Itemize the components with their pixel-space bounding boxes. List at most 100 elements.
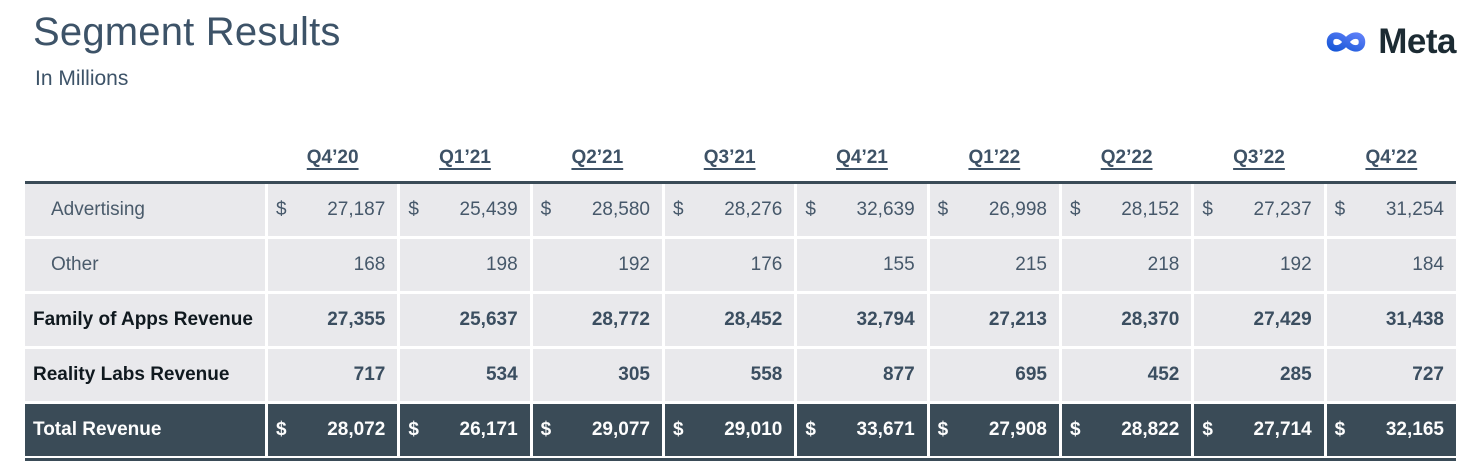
cell-value: 32,165 (1385, 419, 1444, 440)
value-cell: 215 (929, 239, 1059, 291)
value-cell: 285 (1194, 349, 1324, 401)
column-header: Q1’21 (400, 141, 529, 175)
value-cell: 452 (1061, 349, 1192, 401)
value-cell: $25,439 (400, 184, 530, 236)
table-row: Reality Labs Revenue 717 534 305 558 877 695 45… (25, 349, 1456, 401)
page-subtitle: In Millions (35, 67, 129, 90)
cell-value: 33,671 (856, 419, 915, 440)
meta-wordmark: Meta (1378, 22, 1456, 61)
cell-value: 452 (1147, 364, 1180, 385)
column-header: Q3’22 (1194, 141, 1323, 175)
value-cell: $33,671 (797, 404, 927, 456)
dollar-sign: $ (1069, 199, 1081, 220)
cell-value: 27,355 (327, 309, 386, 330)
cell-value: 184 (1412, 254, 1444, 275)
value-cell: 877 (797, 349, 927, 401)
dollar-sign: $ (672, 199, 684, 220)
row-label: Other (25, 239, 265, 291)
cell-value: 695 (1015, 364, 1047, 385)
cell-value: 28,772 (591, 309, 650, 330)
dollar-sign: $ (937, 419, 949, 440)
cell-value: 29,010 (724, 419, 783, 440)
column-header: Q2’22 (1062, 141, 1191, 175)
cell-value: 155 (882, 254, 915, 275)
value-cell: $32,165 (1326, 404, 1456, 456)
row-label: Reality Labs Revenue (25, 349, 265, 401)
value-cell: $29,010 (664, 404, 795, 456)
value-cell: 32,794 (797, 294, 927, 346)
cell-value: 534 (485, 364, 518, 385)
column-header: Q4’20 (268, 141, 397, 175)
column-header-label: Q3’22 (1233, 147, 1285, 168)
table-row: Total Revenue $28,072 $26,171 $29,077 $29,01… (25, 404, 1456, 456)
column-header-label: Q4’21 (836, 147, 888, 168)
value-cell: 27,213 (929, 294, 1059, 346)
column-header-label: Q2’21 (571, 147, 624, 168)
cell-value: 168 (353, 254, 386, 275)
table-row: Other 168 198 192 176 155 215 218 192 184 (25, 239, 1456, 291)
dollar-sign: $ (540, 199, 552, 220)
dollar-sign: $ (1202, 419, 1213, 440)
column-header: Q4’22 (1327, 141, 1456, 175)
cell-value: 28,822 (1121, 419, 1180, 440)
title-block: Segment Results In Millions (33, 10, 341, 91)
cell-value: 25,439 (459, 199, 518, 220)
cell-value: 192 (1279, 254, 1312, 275)
value-cell: $28,580 (532, 184, 662, 236)
cell-value: 717 (353, 364, 386, 385)
cell-value: 28,370 (1121, 309, 1180, 330)
value-cell: $28,276 (664, 184, 795, 236)
dollar-sign: $ (276, 199, 287, 220)
cell-value: 727 (1412, 364, 1444, 385)
value-cell: 534 (400, 349, 530, 401)
column-header: Q3’21 (665, 141, 794, 175)
column-header-label: Q4’20 (306, 147, 359, 168)
page-title: Segment Results (33, 10, 341, 54)
value-cell: 27,429 (1194, 294, 1324, 346)
table-row: Advertising $27,187 $25,439 $28,580 $28,276 $… (25, 184, 1456, 236)
dollar-sign: $ (937, 199, 949, 220)
cell-value: 26,998 (988, 199, 1047, 220)
cell-value: 28,072 (327, 419, 386, 440)
cell-value: 29,077 (591, 419, 650, 440)
cell-value: 215 (1015, 254, 1047, 275)
value-cell: $31,254 (1326, 184, 1456, 236)
value-cell: $28,152 (1061, 184, 1192, 236)
table-body: Advertising $27,187 $25,439 $28,580 $28,276 $… (25, 181, 1456, 456)
row-label: Family of Apps Revenue (25, 294, 265, 346)
value-cell: $28,822 (1061, 404, 1192, 456)
table-row: Family of Apps Revenue 27,355 25,637 28,772… (25, 294, 1456, 346)
value-cell: 717 (268, 349, 398, 401)
dollar-sign: $ (540, 419, 552, 440)
dollar-sign: $ (805, 199, 816, 220)
value-cell: 218 (1061, 239, 1192, 291)
value-cell: $26,998 (929, 184, 1059, 236)
value-cell: 155 (797, 239, 927, 291)
value-cell: 28,370 (1061, 294, 1192, 346)
cell-value: 305 (618, 364, 650, 385)
column-header-label: Q3’21 (703, 147, 756, 168)
column-header: Q1’22 (930, 141, 1059, 175)
cell-value: 28,452 (724, 309, 783, 330)
value-cell: 28,772 (532, 294, 662, 346)
dollar-sign: $ (276, 419, 287, 440)
cell-value: 26,171 (459, 419, 518, 440)
value-cell: 558 (664, 349, 795, 401)
value-cell: $29,077 (532, 404, 662, 456)
row-label: Advertising (25, 184, 265, 236)
column-header-label: Q1’22 (968, 147, 1021, 168)
cell-value: 27,213 (988, 309, 1047, 330)
cell-value: 28,152 (1121, 199, 1180, 220)
value-cell: $27,187 (268, 184, 398, 236)
value-cell: $27,714 (1194, 404, 1324, 456)
cell-value: 28,276 (724, 199, 783, 220)
value-cell: 28,452 (664, 294, 795, 346)
cell-value: 31,438 (1385, 309, 1444, 330)
cell-value: 32,794 (856, 309, 915, 330)
cell-value: 176 (750, 254, 783, 275)
dollar-sign: $ (805, 419, 816, 440)
value-cell: 192 (532, 239, 662, 291)
value-cell: 168 (268, 239, 398, 291)
value-cell: $27,908 (929, 404, 1059, 456)
